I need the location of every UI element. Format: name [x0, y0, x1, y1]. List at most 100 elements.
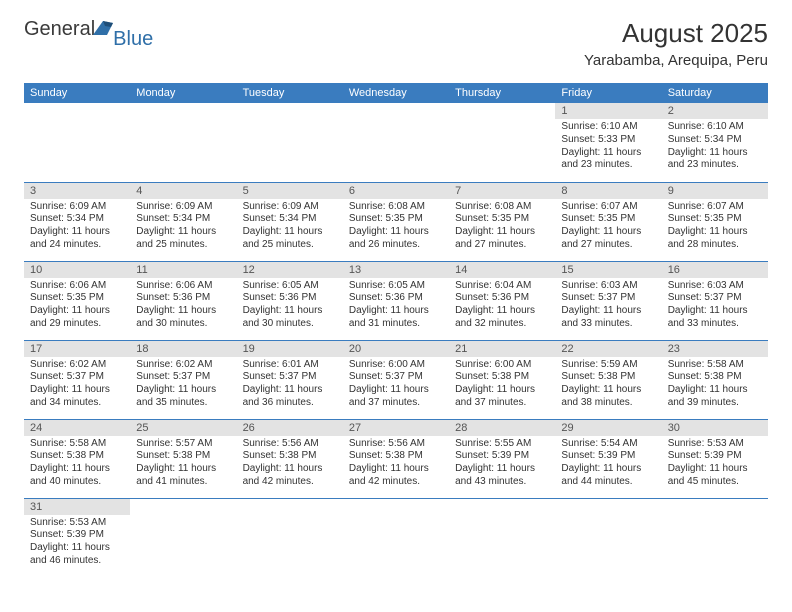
col-tuesday: Tuesday	[237, 83, 343, 103]
day-number: 23	[662, 341, 768, 357]
day-details: Sunrise: 6:07 AMSunset: 5:35 PMDaylight:…	[662, 199, 768, 254]
calendar-cell	[449, 103, 555, 182]
calendar-cell: 6Sunrise: 6:08 AMSunset: 5:35 PMDaylight…	[343, 182, 449, 261]
calendar-cell: 2Sunrise: 6:10 AMSunset: 5:34 PMDaylight…	[662, 103, 768, 182]
day-number: 18	[130, 341, 236, 357]
day-number: 21	[449, 341, 555, 357]
day-number: 31	[24, 499, 130, 515]
day-details: Sunrise: 5:59 AMSunset: 5:38 PMDaylight:…	[555, 357, 661, 412]
day-details: Sunrise: 6:02 AMSunset: 5:37 PMDaylight:…	[130, 357, 236, 412]
col-thursday: Thursday	[449, 83, 555, 103]
calendar-row: 17Sunrise: 6:02 AMSunset: 5:37 PMDayligh…	[24, 340, 768, 419]
day-details: Sunrise: 6:09 AMSunset: 5:34 PMDaylight:…	[24, 199, 130, 254]
day-details: Sunrise: 5:54 AMSunset: 5:39 PMDaylight:…	[555, 436, 661, 491]
title-block: August 2025 Yarabamba, Arequipa, Peru	[584, 18, 768, 69]
calendar-cell: 3Sunrise: 6:09 AMSunset: 5:34 PMDaylight…	[24, 182, 130, 261]
day-details: Sunrise: 6:05 AMSunset: 5:36 PMDaylight:…	[237, 278, 343, 333]
calendar-cell	[555, 498, 661, 577]
calendar-table: Sunday Monday Tuesday Wednesday Thursday…	[24, 83, 768, 577]
day-number: 11	[130, 262, 236, 278]
calendar-cell: 13Sunrise: 6:05 AMSunset: 5:36 PMDayligh…	[343, 261, 449, 340]
day-details: Sunrise: 5:58 AMSunset: 5:38 PMDaylight:…	[662, 357, 768, 412]
calendar-cell	[237, 103, 343, 182]
day-details: Sunrise: 6:08 AMSunset: 5:35 PMDaylight:…	[343, 199, 449, 254]
day-number: 10	[24, 262, 130, 278]
flag-icon	[93, 21, 113, 35]
calendar-cell: 12Sunrise: 6:05 AMSunset: 5:36 PMDayligh…	[237, 261, 343, 340]
day-number: 17	[24, 341, 130, 357]
day-number: 16	[662, 262, 768, 278]
calendar-cell	[449, 498, 555, 577]
day-number: 3	[24, 183, 130, 199]
calendar-cell	[662, 498, 768, 577]
day-number: 8	[555, 183, 661, 199]
calendar-row: 10Sunrise: 6:06 AMSunset: 5:35 PMDayligh…	[24, 261, 768, 340]
calendar-cell: 26Sunrise: 5:56 AMSunset: 5:38 PMDayligh…	[237, 419, 343, 498]
day-details: Sunrise: 5:58 AMSunset: 5:38 PMDaylight:…	[24, 436, 130, 491]
day-details: Sunrise: 6:00 AMSunset: 5:38 PMDaylight:…	[449, 357, 555, 412]
col-monday: Monday	[130, 83, 236, 103]
day-details: Sunrise: 6:09 AMSunset: 5:34 PMDaylight:…	[130, 199, 236, 254]
location: Yarabamba, Arequipa, Peru	[584, 52, 768, 69]
day-number: 7	[449, 183, 555, 199]
calendar-cell: 18Sunrise: 6:02 AMSunset: 5:37 PMDayligh…	[130, 340, 236, 419]
calendar-cell: 15Sunrise: 6:03 AMSunset: 5:37 PMDayligh…	[555, 261, 661, 340]
calendar-cell: 10Sunrise: 6:06 AMSunset: 5:35 PMDayligh…	[24, 261, 130, 340]
calendar-cell: 30Sunrise: 5:53 AMSunset: 5:39 PMDayligh…	[662, 419, 768, 498]
day-number: 28	[449, 420, 555, 436]
day-number: 27	[343, 420, 449, 436]
day-details: Sunrise: 6:02 AMSunset: 5:37 PMDaylight:…	[24, 357, 130, 412]
day-number: 1	[555, 103, 661, 119]
day-number: 2	[662, 103, 768, 119]
calendar-cell	[343, 498, 449, 577]
col-saturday: Saturday	[662, 83, 768, 103]
day-number: 4	[130, 183, 236, 199]
day-details: Sunrise: 6:01 AMSunset: 5:37 PMDaylight:…	[237, 357, 343, 412]
day-number: 26	[237, 420, 343, 436]
calendar-cell	[130, 498, 236, 577]
calendar-cell: 11Sunrise: 6:06 AMSunset: 5:36 PMDayligh…	[130, 261, 236, 340]
day-number: 25	[130, 420, 236, 436]
calendar-cell: 16Sunrise: 6:03 AMSunset: 5:37 PMDayligh…	[662, 261, 768, 340]
calendar-row: 31Sunrise: 5:53 AMSunset: 5:39 PMDayligh…	[24, 498, 768, 577]
day-details: Sunrise: 6:00 AMSunset: 5:37 PMDaylight:…	[343, 357, 449, 412]
day-number: 5	[237, 183, 343, 199]
day-number: 20	[343, 341, 449, 357]
day-number: 14	[449, 262, 555, 278]
day-number: 30	[662, 420, 768, 436]
calendar-cell: 23Sunrise: 5:58 AMSunset: 5:38 PMDayligh…	[662, 340, 768, 419]
calendar-cell: 9Sunrise: 6:07 AMSunset: 5:35 PMDaylight…	[662, 182, 768, 261]
calendar-cell: 14Sunrise: 6:04 AMSunset: 5:36 PMDayligh…	[449, 261, 555, 340]
calendar-cell	[343, 103, 449, 182]
header-row: Sunday Monday Tuesday Wednesday Thursday…	[24, 83, 768, 103]
day-details: Sunrise: 6:03 AMSunset: 5:37 PMDaylight:…	[662, 278, 768, 333]
calendar-row: 1Sunrise: 6:10 AMSunset: 5:33 PMDaylight…	[24, 103, 768, 182]
calendar-cell: 25Sunrise: 5:57 AMSunset: 5:38 PMDayligh…	[130, 419, 236, 498]
month-title: August 2025	[584, 18, 768, 49]
calendar-cell: 21Sunrise: 6:00 AMSunset: 5:38 PMDayligh…	[449, 340, 555, 419]
calendar-cell: 24Sunrise: 5:58 AMSunset: 5:38 PMDayligh…	[24, 419, 130, 498]
day-details: Sunrise: 6:08 AMSunset: 5:35 PMDaylight:…	[449, 199, 555, 254]
day-details: Sunrise: 6:10 AMSunset: 5:34 PMDaylight:…	[662, 119, 768, 174]
calendar-cell	[24, 103, 130, 182]
day-details: Sunrise: 6:04 AMSunset: 5:36 PMDaylight:…	[449, 278, 555, 333]
day-details: Sunrise: 6:03 AMSunset: 5:37 PMDaylight:…	[555, 278, 661, 333]
calendar-cell: 22Sunrise: 5:59 AMSunset: 5:38 PMDayligh…	[555, 340, 661, 419]
calendar-cell: 5Sunrise: 6:09 AMSunset: 5:34 PMDaylight…	[237, 182, 343, 261]
calendar-cell: 1Sunrise: 6:10 AMSunset: 5:33 PMDaylight…	[555, 103, 661, 182]
calendar-cell	[130, 103, 236, 182]
day-details: Sunrise: 6:07 AMSunset: 5:35 PMDaylight:…	[555, 199, 661, 254]
calendar-cell: 19Sunrise: 6:01 AMSunset: 5:37 PMDayligh…	[237, 340, 343, 419]
day-details: Sunrise: 5:56 AMSunset: 5:38 PMDaylight:…	[343, 436, 449, 491]
logo: General Blue	[24, 18, 159, 41]
col-sunday: Sunday	[24, 83, 130, 103]
day-details: Sunrise: 5:53 AMSunset: 5:39 PMDaylight:…	[662, 436, 768, 491]
calendar-cell: 7Sunrise: 6:08 AMSunset: 5:35 PMDaylight…	[449, 182, 555, 261]
day-details: Sunrise: 6:09 AMSunset: 5:34 PMDaylight:…	[237, 199, 343, 254]
day-number: 29	[555, 420, 661, 436]
calendar-cell	[237, 498, 343, 577]
logo-text-general: General	[24, 18, 95, 41]
calendar-cell: 31Sunrise: 5:53 AMSunset: 5:39 PMDayligh…	[24, 498, 130, 577]
col-friday: Friday	[555, 83, 661, 103]
calendar-cell: 29Sunrise: 5:54 AMSunset: 5:39 PMDayligh…	[555, 419, 661, 498]
